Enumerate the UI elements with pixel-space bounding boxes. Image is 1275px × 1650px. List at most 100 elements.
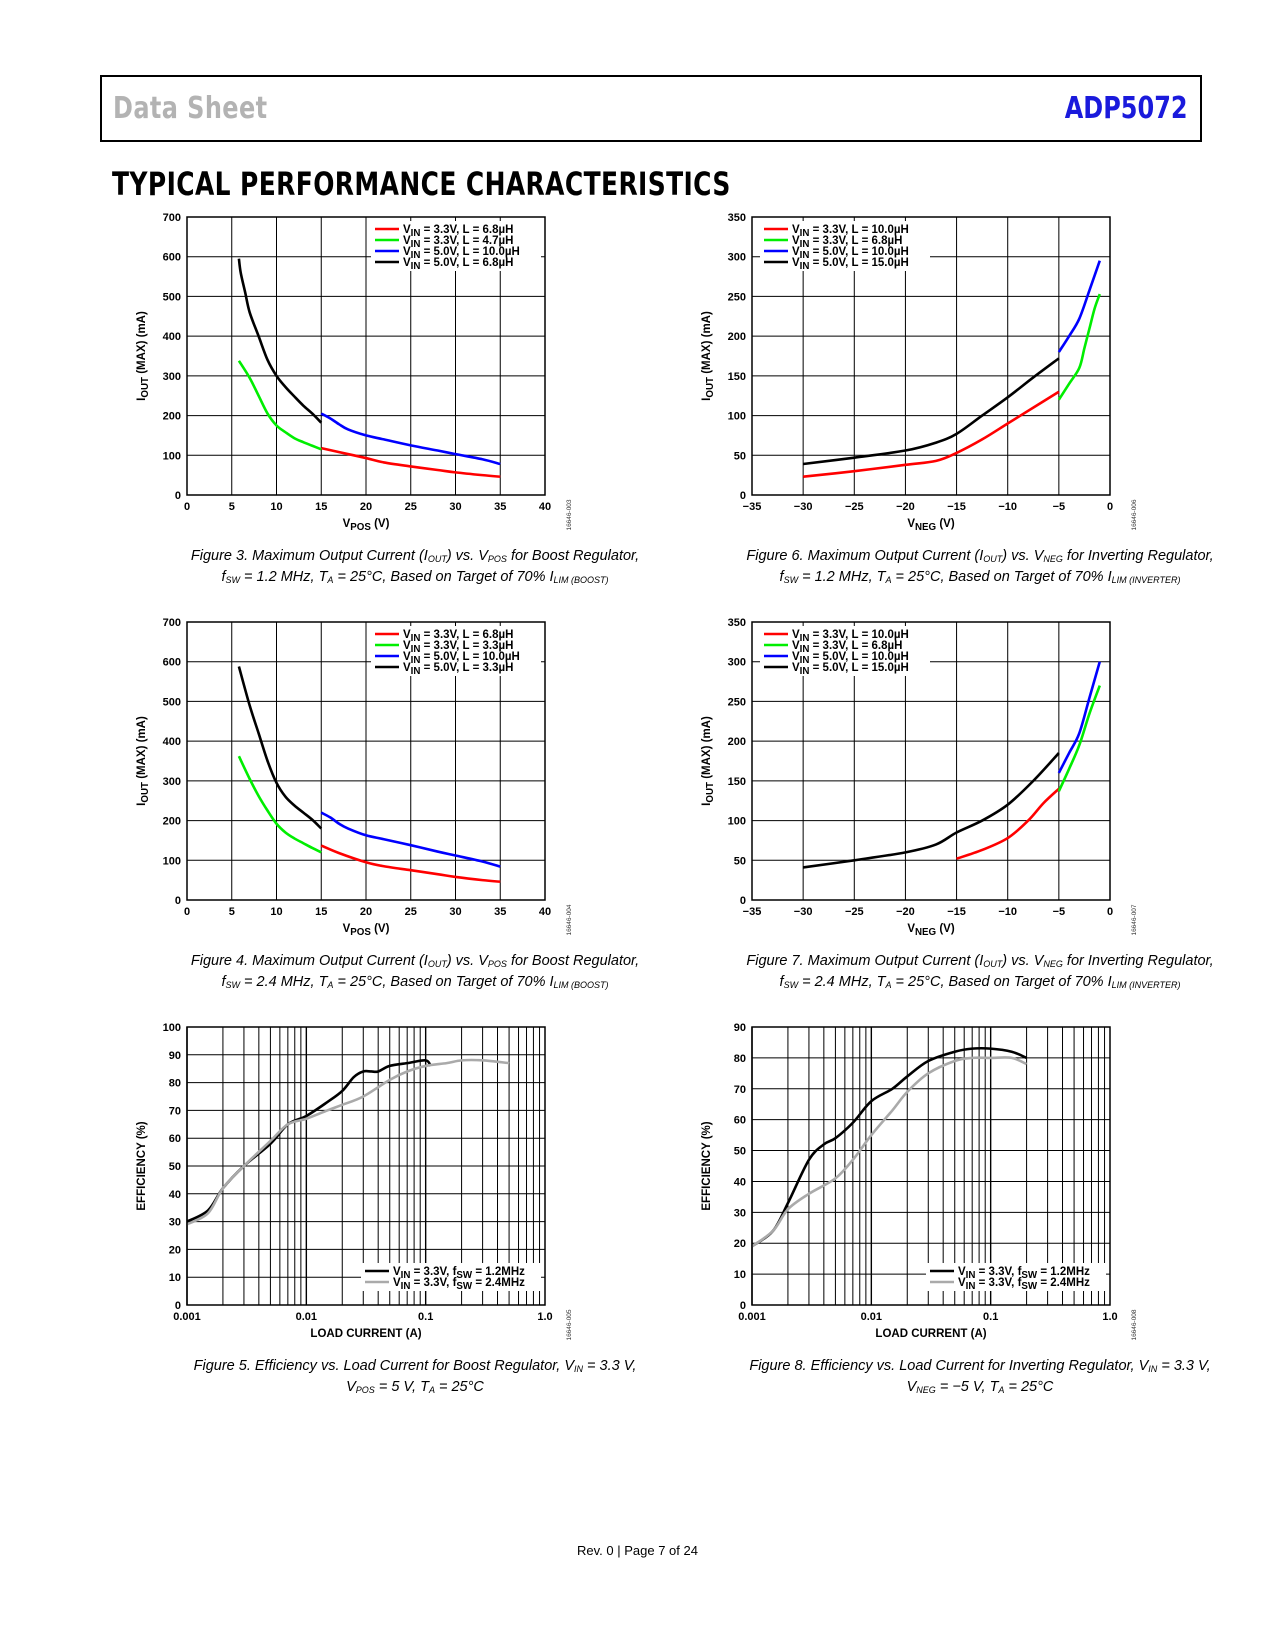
caption-line-2: VNEG = −5 V, TA = 25°C [906, 1379, 1054, 1395]
legend-background [926, 1263, 1106, 1291]
x-tick-label: 40 [539, 501, 551, 513]
x-tick-label: 0.001 [738, 1311, 766, 1323]
legend-label: VIN = 3.3V, fSW = 2.4MHz [958, 1277, 1090, 1292]
y-tick-label: 700 [163, 212, 181, 224]
series-line-1 [956, 787, 1060, 860]
x-tick-label: 0 [1107, 501, 1113, 513]
y-tick-label: 250 [728, 696, 746, 708]
figure-caption: Figure 4. Maximum Output Current (IOUT) … [115, 952, 715, 994]
y-tick-label: 300 [728, 657, 746, 669]
y-tick-label: 70 [169, 1105, 181, 1117]
y-tick-label: 0 [175, 895, 181, 907]
series-line-2 [1057, 293, 1101, 401]
x-tick-label: −20 [896, 906, 915, 918]
caption-line-1: Figure 6. Maximum Output Current (IOUT) … [746, 548, 1214, 564]
tick-labels: −35 −30 −25 −20 −15 −10 −5 0 0 50 100 150 200 250 300 3… [728, 617, 1113, 918]
legend-label: VIN = 3.3V, L = 6.8µH [792, 640, 902, 655]
y-tick-label: 50 [734, 1146, 746, 1158]
y-tick-label: 40 [169, 1189, 181, 1201]
caption-line-2: VPOS = 5 V, TA = 25°C [346, 1379, 484, 1395]
y-tick-label: 50 [734, 450, 746, 462]
x-axis-label: VPOS (V) [343, 518, 390, 533]
y-tick-label: 200 [163, 816, 181, 828]
x-tick-label: 0.1 [983, 1311, 998, 1323]
figure-caption: Figure 5. Efficiency vs. Load Current fo… [115, 1357, 715, 1399]
x-tick-label: 35 [494, 501, 506, 513]
legend-label: VIN = 5.0V, L = 10.0µH [792, 651, 909, 666]
series-line-1 [802, 390, 1060, 479]
legend-label: VIN = 3.3V, L = 4.7µH [403, 235, 513, 250]
y-tick-label: 0 [175, 490, 181, 502]
y-axis-label: IOUT (MAX) (mA) [701, 311, 716, 401]
series-line-4 [237, 258, 323, 424]
y-tick-label: 350 [728, 617, 746, 629]
x-axis-label: VNEG (V) [907, 518, 955, 533]
caption-line-1: Figure 5. Efficiency vs. Load Current fo… [193, 1358, 637, 1374]
figure-caption: Figure 3. Maximum Output Current (IOUT) … [115, 547, 715, 589]
figure-id: 16646-008 [1131, 1309, 1138, 1340]
y-tick-label: 200 [728, 331, 746, 343]
figure-id: 16646-007 [1131, 904, 1138, 935]
series-group [751, 1046, 1028, 1248]
x-tick-label: 0.01 [296, 1311, 317, 1323]
y-tick-label: 400 [163, 736, 181, 748]
legend-label: VIN = 5.0V, L = 10.0µH [792, 246, 909, 261]
header-part-number: ADP5072 [1065, 91, 1188, 126]
legend-label: VIN = 3.3V, L = 6.8µH [403, 224, 513, 239]
x-tick-label: 15 [315, 501, 327, 513]
figure-4: VIN = 3.3V, L = 6.8µH VIN = 3.3V, L = 3.3… [115, 610, 715, 1010]
legend-label: VIN = 3.3V, L = 10.0µH [792, 629, 909, 644]
x-tick-label: 30 [449, 501, 461, 513]
y-tick-label: 150 [728, 371, 746, 383]
y-tick-label: 80 [169, 1078, 181, 1090]
plot-frame [186, 621, 546, 901]
x-tick-label: 0 [184, 501, 190, 513]
legend-label: VIN = 3.3V, L = 10.0µH [792, 224, 909, 239]
figure-8: VIN = 3.3V, fSW = 1.2MHz VIN = 3.3V, fSW … [680, 1015, 1275, 1415]
tick-labels: 0.001 0.01 0.1 1.0 0 10 20 30 40 50 60 70 80 90 [734, 1022, 1118, 1323]
x-tick-label: 25 [405, 501, 417, 513]
plot-frame [751, 621, 1111, 901]
plot-frame [751, 216, 1111, 496]
series-line-2 [237, 755, 322, 854]
y-axis-label: IOUT (MAX) (mA) [136, 311, 151, 401]
legend-background [361, 1263, 541, 1291]
series-line-4 [802, 357, 1060, 466]
y-tick-label: 200 [728, 736, 746, 748]
y-tick-label: 600 [163, 657, 181, 669]
caption-line-1: Figure 3. Maximum Output Current (IOUT) … [190, 548, 640, 564]
x-tick-label: −30 [794, 501, 813, 513]
header-doc-type: Data Sheet [113, 91, 268, 126]
x-tick-label: 30 [449, 906, 461, 918]
y-tick-label: 20 [734, 1238, 746, 1250]
y-tick-label: 600 [163, 252, 181, 264]
y-tick-label: 10 [734, 1269, 746, 1281]
figure-6: VIN = 3.3V, L = 10.0µH VIN = 3.3V, L = 6.… [680, 205, 1275, 605]
x-tick-label: 0.01 [861, 1311, 882, 1323]
page-header: Data Sheet ADP5072 [100, 75, 1202, 142]
y-tick-label: 90 [169, 1050, 181, 1062]
plot-frame [186, 1026, 546, 1306]
caption-line-2: fSW = 1.2 MHz, TA = 25°C, Based on Targe… [221, 569, 609, 585]
y-tick-label: 150 [728, 776, 746, 788]
x-tick-label: 15 [315, 906, 327, 918]
x-tick-label: 5 [229, 501, 235, 513]
tick-labels: −35 −30 −25 −20 −15 −10 −5 0 0 50 100 150 200 250 300 3… [728, 212, 1113, 513]
y-tick-label: 20 [169, 1244, 181, 1256]
y-tick-label: 700 [163, 617, 181, 629]
series-line-4 [237, 666, 323, 830]
caption-line-2: fSW = 2.4 MHz, TA = 25°C, Based on Targe… [221, 974, 609, 990]
x-tick-label: −5 [1053, 906, 1066, 918]
y-tick-label: 500 [163, 696, 181, 708]
figure-id: 16646-005 [566, 1309, 573, 1340]
y-axis-label: EFFICIENCY (%) [701, 1121, 713, 1210]
y-tick-label: 80 [734, 1053, 746, 1065]
x-tick-label: 25 [405, 906, 417, 918]
y-tick-label: 300 [728, 252, 746, 264]
